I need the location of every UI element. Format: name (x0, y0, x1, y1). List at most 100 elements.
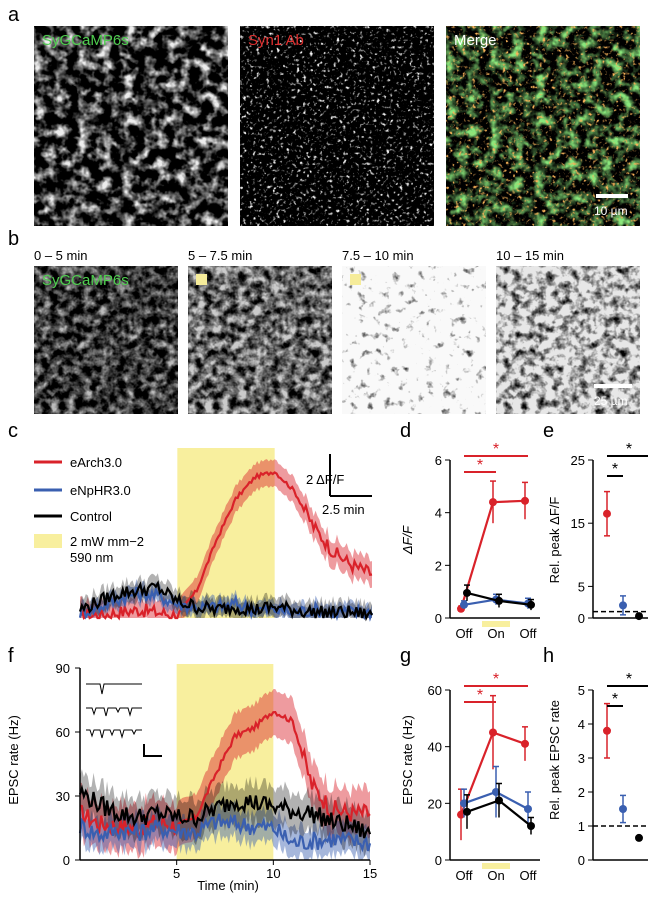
scale-bar (594, 384, 632, 388)
panel-letter-d: d (400, 420, 412, 442)
y-tick-label: 30 (56, 789, 70, 804)
data-point-control (463, 588, 471, 597)
data-point-control (635, 833, 643, 842)
micrograph-texture (496, 266, 640, 414)
data-point-control (495, 596, 503, 605)
y-axis-label: EPSC rate (Hz) (400, 715, 415, 805)
micrograph-texture (34, 26, 228, 226)
y-tick-label: 0 (578, 853, 585, 868)
significance-star: * (493, 671, 499, 688)
scale-bar (596, 194, 628, 198)
y-tick-label: 2 (435, 558, 442, 573)
time-label: 10 – 15 min (496, 248, 564, 263)
micrograph-texture (240, 26, 434, 226)
data-point-control (635, 612, 643, 621)
x-tick-label: On (487, 626, 504, 640)
significance-star: * (626, 671, 632, 688)
series-line-earch (79, 471, 373, 621)
y-tick-label: 60 (428, 683, 442, 698)
x-tick-label: Off (455, 868, 472, 883)
micrograph-texture (342, 266, 486, 414)
micrograph-merge: Merge 10 µm (446, 26, 640, 226)
significance-star: * (477, 687, 483, 704)
data-point-earch (521, 739, 529, 748)
y-tick-label: 25 (571, 453, 585, 468)
micrograph-texture (446, 26, 640, 226)
x-axis-label: Time (min) (197, 878, 259, 893)
data-point-enphr (524, 805, 532, 813)
image-label: SyGCaMP6s (42, 272, 129, 289)
data-point-enphr (492, 788, 500, 796)
data-point-earch (521, 496, 529, 505)
error-band-enphr (80, 578, 372, 618)
x-tick-label: Off (519, 626, 536, 640)
scale-bar-label: 10 µm (594, 204, 628, 218)
panel-letter-e: e (543, 420, 555, 442)
light-period (482, 621, 510, 627)
micrograph-time-1 (188, 266, 332, 414)
y-tick-label: 0 (63, 853, 70, 868)
chart-e: 0 5 15 25 * * Rel. peak ΔF/F (547, 441, 648, 626)
data-point-enphr (619, 805, 627, 813)
x-tick-label: 10 (266, 866, 280, 881)
significance-star: * (493, 441, 499, 458)
series-line-control (78, 580, 373, 622)
y-axis-label: Rel. peak EPSC rate (547, 700, 562, 820)
panel-letter-g: g (400, 645, 412, 667)
x-tick-label: On (487, 868, 504, 883)
series-line-control (78, 784, 372, 839)
data-point-control (527, 822, 535, 830)
y-tick-label: 0 (578, 611, 585, 626)
data-point-earch (489, 728, 497, 737)
significance-star: * (626, 441, 632, 458)
y-tick-label: 15 (571, 516, 585, 531)
panel-letter-b: b (8, 228, 20, 250)
y-tick-label: 2 (578, 785, 585, 800)
scale-bar-label: 25 µm (594, 394, 628, 408)
y-tick-label: 0 (435, 853, 442, 868)
scale-label-x: 2.5 min (322, 502, 365, 517)
data-point-enphr (460, 600, 468, 609)
light-indicator-square (350, 274, 361, 285)
significance-star: * (477, 457, 483, 474)
micrograph-sygcamp6s: SyGCaMP6s (34, 26, 228, 226)
y-tick-label: 0 (435, 611, 442, 626)
data-point-enphr (619, 601, 627, 610)
chart-h: 0 1 2 3 4 5 * * Rel. peak EPSC rate (547, 671, 648, 868)
light-indicator-square (196, 274, 207, 285)
series-line-enphr (78, 813, 372, 853)
significance-star: * (612, 691, 618, 708)
data-point-control (495, 796, 503, 805)
data-point-earch (457, 810, 465, 819)
y-tick-label: 60 (56, 725, 70, 740)
data-point-enphr (460, 799, 468, 808)
legend-label: 590 nm (70, 550, 113, 565)
time-label: 5 – 7.5 min (188, 248, 253, 263)
y-tick-label: 5 (578, 579, 585, 594)
image-label: Merge (454, 32, 497, 49)
inset-trace (86, 707, 142, 717)
chart-c: eArch3.0 eNpHR3.0 Control 2 mW mm−2 590 … (34, 448, 374, 622)
x-tick-label: 5 (173, 866, 180, 881)
y-tick-label: 90 (56, 661, 70, 676)
micrograph-texture (34, 266, 178, 414)
y-tick-label: 1 (578, 819, 585, 834)
inset-trace (86, 683, 142, 695)
y-tick-label: 3 (578, 751, 585, 766)
data-point-earch (603, 509, 611, 518)
micrograph-time-0: SyGCaMP6s (34, 266, 178, 414)
data-point-control (527, 600, 535, 609)
micrograph-texture (188, 266, 332, 414)
panel-letter-f: f (8, 645, 14, 667)
legend-swatch-light (34, 534, 62, 548)
legend-label: 2 mW mm−2 (70, 534, 144, 549)
time-label: 7.5 – 10 min (342, 248, 414, 263)
time-label: 0 – 5 min (34, 248, 88, 263)
significance-star: * (612, 461, 618, 478)
light-period (482, 863, 510, 869)
y-axis-label: Rel. peak ΔF/F (547, 497, 562, 584)
data-point-earch (489, 498, 497, 507)
legend-label: eArch3.0 (70, 455, 122, 470)
y-tick-label: 4 (578, 717, 585, 732)
y-tick-label: 4 (435, 506, 442, 521)
